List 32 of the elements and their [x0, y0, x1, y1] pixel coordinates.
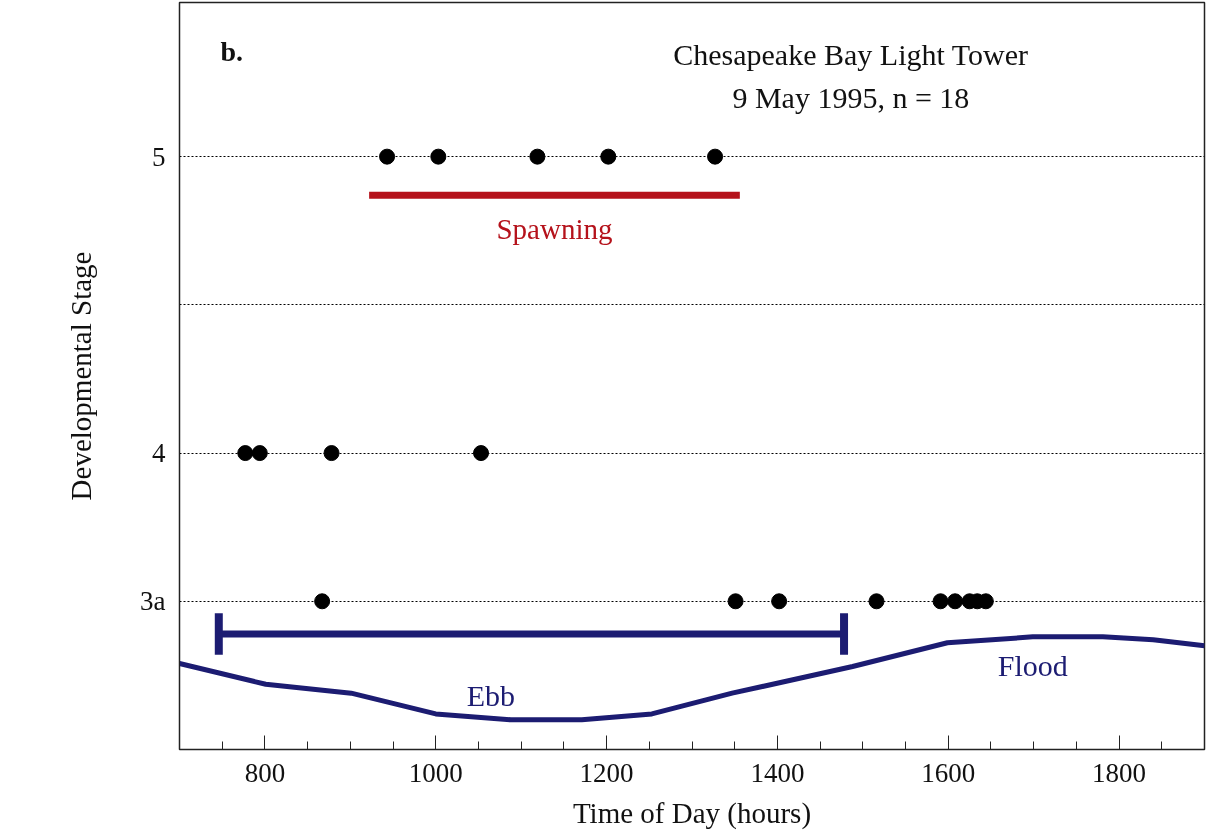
y-tick-label: 3a — [140, 586, 166, 617]
series-label: Spawning — [496, 213, 613, 246]
y-tick-label: 4 — [152, 438, 166, 469]
point — [932, 593, 949, 610]
x-tick-label: 1000 — [408, 757, 463, 788]
x-tick-label: 1200 — [579, 757, 634, 788]
point — [323, 445, 340, 462]
point — [251, 445, 268, 462]
annotation: Ebb — [466, 678, 516, 712]
y-axis-title: Developmental Stage — [65, 251, 98, 501]
point — [868, 593, 885, 610]
point — [237, 445, 254, 462]
point — [379, 148, 396, 165]
y-tick-label: 5 — [152, 141, 166, 172]
point — [314, 593, 331, 610]
x-tick-label: 1800 — [1092, 757, 1147, 788]
point — [529, 148, 546, 165]
text: 9 May 1995, n = 18 — [732, 80, 970, 114]
point — [473, 445, 490, 462]
point — [771, 593, 788, 610]
x-axis-title: Time of Day (hours) — [572, 796, 812, 830]
point — [707, 148, 724, 165]
point — [947, 593, 964, 610]
x-tick-label: 1400 — [750, 757, 805, 788]
annotation: Flood — [997, 648, 1068, 682]
x-tick-label: 800 — [244, 757, 286, 788]
point — [430, 148, 447, 165]
point — [727, 593, 744, 610]
x-tick-label: 1600 — [921, 757, 976, 788]
point — [600, 148, 617, 165]
text: Chesapeake Bay Light Tower — [673, 38, 1028, 72]
annotation: b. — [220, 35, 244, 67]
